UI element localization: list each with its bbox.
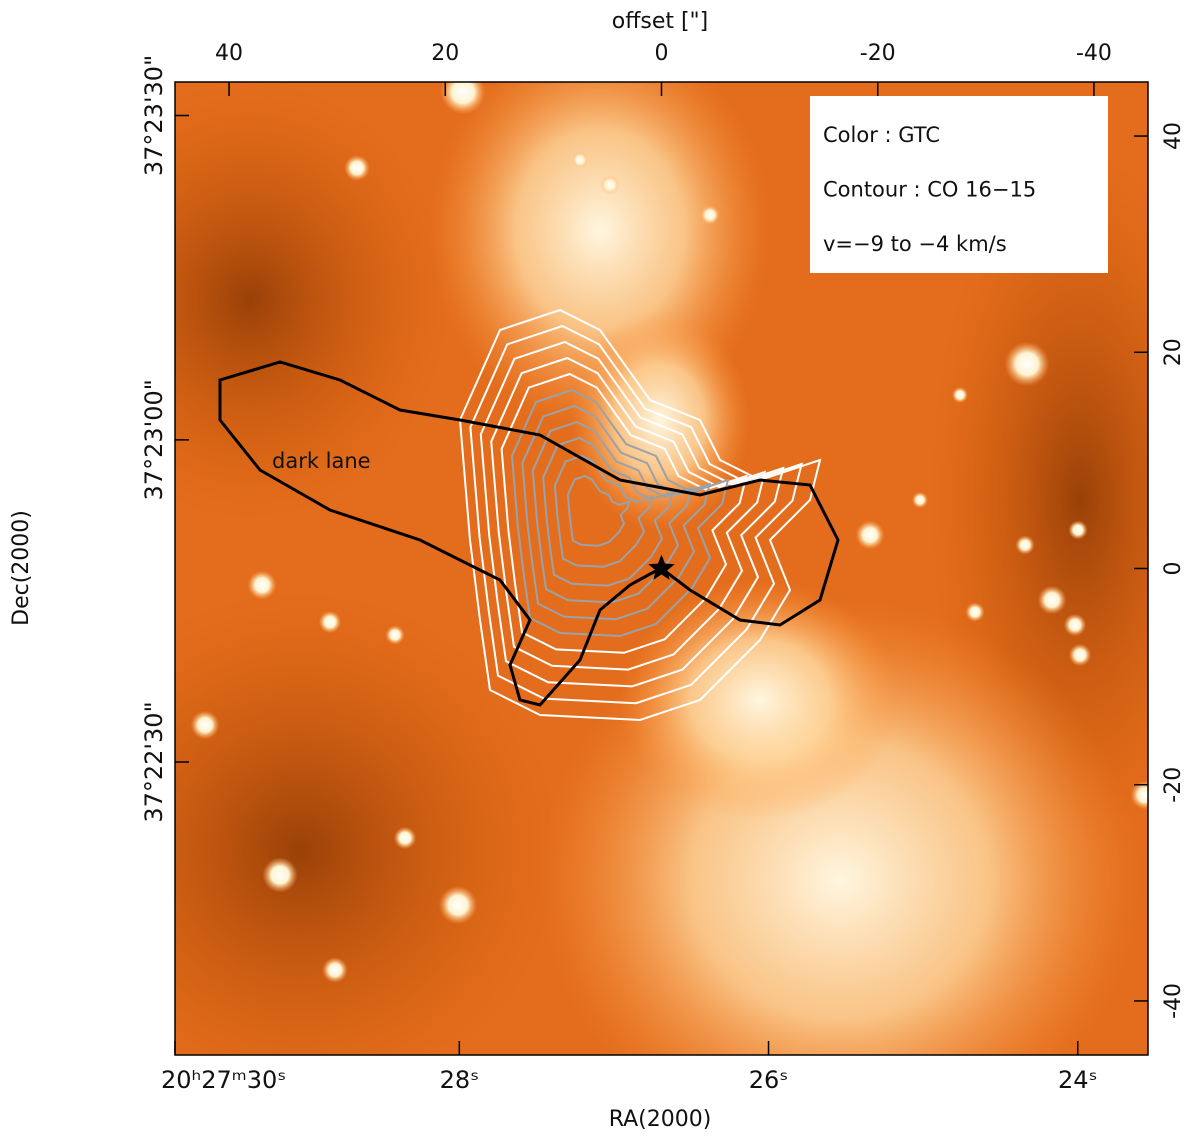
star bbox=[572, 152, 588, 168]
contour bbox=[553, 454, 654, 568]
star bbox=[700, 205, 720, 225]
x-axis-title-top: offset ["] bbox=[612, 9, 709, 34]
contour bbox=[500, 372, 748, 654]
dark-lane-outline bbox=[218, 360, 840, 707]
contour bbox=[458, 308, 822, 722]
star bbox=[344, 155, 370, 181]
contour bbox=[531, 420, 693, 604]
star bbox=[318, 610, 342, 634]
star bbox=[600, 175, 620, 195]
star bbox=[393, 826, 417, 850]
contour bbox=[469, 324, 804, 705]
star bbox=[1068, 643, 1092, 667]
legend-box bbox=[810, 96, 1108, 273]
contours bbox=[458, 308, 822, 722]
y-tick-label-right: 40 bbox=[1161, 122, 1186, 150]
contour bbox=[510, 388, 730, 638]
star bbox=[1130, 780, 1148, 810]
ra-tick-label: 24ˢ bbox=[1058, 1066, 1098, 1094]
legend-text: Contour : CO 16−15 bbox=[823, 178, 1036, 202]
contour bbox=[566, 474, 631, 547]
star bbox=[855, 520, 885, 550]
y-axis-title: Dec(2000) bbox=[9, 510, 34, 626]
x-tick-label-top: 0 bbox=[655, 41, 669, 66]
y-tick-label-right: -20 bbox=[1161, 767, 1186, 803]
star bbox=[1037, 585, 1067, 615]
y-tick-label-right: -40 bbox=[1161, 983, 1186, 1019]
source-marker bbox=[648, 554, 675, 580]
y-tick-label-right: 20 bbox=[1161, 338, 1186, 366]
ra-tick-label: 28ˢ bbox=[440, 1066, 480, 1094]
x-axis-title: RA(2000) bbox=[609, 1107, 712, 1132]
contour bbox=[521, 404, 712, 621]
star bbox=[438, 885, 478, 925]
x-tick-label-top: -20 bbox=[860, 41, 896, 66]
ra-tick-label: 20ʰ27ᵐ30ˢ bbox=[161, 1066, 286, 1094]
dec-tick-label: 37°22'30" bbox=[140, 701, 168, 822]
annotation: dark lane bbox=[272, 449, 371, 473]
x-tick-label-top: 40 bbox=[215, 41, 243, 66]
star bbox=[952, 387, 968, 403]
star bbox=[385, 625, 405, 645]
y-tick-label-right: 0 bbox=[1161, 562, 1186, 576]
contour bbox=[479, 340, 785, 688]
star bbox=[322, 957, 348, 983]
star bbox=[1068, 520, 1088, 540]
star bbox=[440, 82, 486, 115]
contour bbox=[542, 436, 675, 587]
legend-text: Color : GTC bbox=[823, 123, 940, 147]
star bbox=[247, 570, 277, 600]
star bbox=[1015, 535, 1035, 555]
contour bbox=[490, 356, 767, 671]
x-tick-label-top: -40 bbox=[1076, 41, 1112, 66]
star bbox=[1063, 613, 1087, 637]
legend-text: v=−9 to −4 km/s bbox=[823, 232, 1007, 256]
ra-tick-label: 26ˢ bbox=[749, 1066, 789, 1094]
x-tick-label-top: 20 bbox=[431, 41, 459, 66]
star bbox=[1004, 341, 1050, 387]
dec-tick-label: 37°23'00" bbox=[140, 379, 168, 500]
star bbox=[190, 710, 220, 740]
star bbox=[912, 492, 928, 508]
star bbox=[262, 857, 298, 893]
dec-tick-label: 37°23'30" bbox=[140, 55, 168, 176]
star bbox=[965, 602, 985, 622]
